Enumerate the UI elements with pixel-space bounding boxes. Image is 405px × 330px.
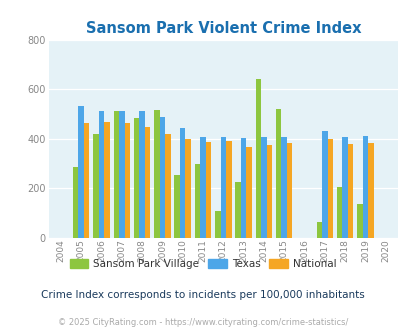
Bar bbox=[341, 137, 347, 238]
Bar bbox=[98, 112, 104, 238]
Bar bbox=[226, 141, 231, 238]
Bar bbox=[316, 222, 321, 238]
Legend: Sansom Park Village, Texas, National: Sansom Park Village, Texas, National bbox=[65, 254, 340, 273]
Bar bbox=[336, 187, 341, 238]
Title: Sansom Park Violent Crime Index: Sansom Park Violent Crime Index bbox=[85, 21, 360, 36]
Text: Crime Index corresponds to incidents per 100,000 inhabitants: Crime Index corresponds to incidents per… bbox=[41, 290, 364, 300]
Bar bbox=[321, 131, 327, 238]
Bar bbox=[240, 138, 246, 238]
Bar bbox=[154, 110, 159, 238]
Bar bbox=[174, 175, 179, 238]
Bar bbox=[93, 134, 98, 238]
Bar bbox=[327, 139, 332, 238]
Bar bbox=[362, 136, 367, 238]
Bar bbox=[235, 182, 240, 238]
Bar bbox=[281, 137, 286, 238]
Bar bbox=[367, 143, 373, 238]
Bar bbox=[73, 167, 78, 238]
Bar bbox=[119, 112, 124, 238]
Bar bbox=[205, 142, 211, 238]
Bar bbox=[159, 117, 165, 238]
Bar bbox=[286, 143, 292, 238]
Bar bbox=[246, 147, 251, 238]
Bar bbox=[275, 109, 281, 238]
Bar bbox=[220, 137, 226, 238]
Bar bbox=[139, 112, 145, 238]
Bar bbox=[215, 211, 220, 238]
Bar bbox=[179, 128, 185, 238]
Bar bbox=[200, 137, 205, 238]
Bar bbox=[145, 127, 150, 238]
Bar bbox=[347, 144, 352, 238]
Bar bbox=[356, 204, 362, 238]
Bar bbox=[266, 145, 271, 238]
Text: © 2025 CityRating.com - https://www.cityrating.com/crime-statistics/: © 2025 CityRating.com - https://www.city… bbox=[58, 318, 347, 327]
Bar bbox=[194, 164, 200, 238]
Bar bbox=[84, 122, 89, 238]
Bar bbox=[104, 122, 109, 238]
Bar bbox=[185, 139, 190, 238]
Bar bbox=[134, 117, 139, 238]
Bar bbox=[113, 112, 119, 238]
Bar bbox=[255, 79, 260, 238]
Bar bbox=[78, 106, 84, 238]
Bar bbox=[260, 137, 266, 238]
Bar bbox=[124, 122, 130, 238]
Bar bbox=[165, 134, 170, 238]
